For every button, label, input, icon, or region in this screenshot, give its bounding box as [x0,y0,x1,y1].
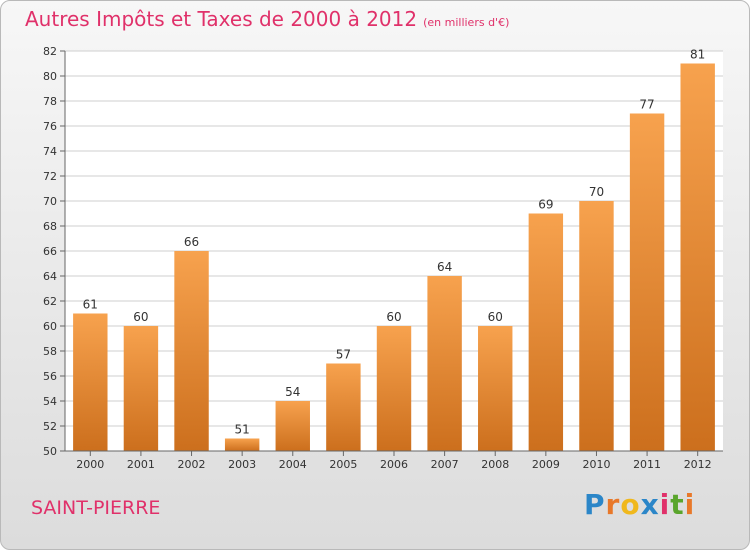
x-tick-label: 2010 [582,458,610,471]
y-tick-label: 76 [43,120,57,133]
logo-letter: i [659,488,671,521]
logo-letter: x [640,488,660,521]
bar-2007 [427,276,462,451]
bar-2010 [579,201,614,451]
bar-2005 [326,363,361,451]
logo-letter: i [684,488,696,521]
data-label: 70 [589,185,604,199]
x-tick-label: 2003 [228,458,256,471]
y-tick-label: 82 [43,45,57,58]
y-tick-label: 80 [43,70,57,83]
data-label: 81 [690,48,705,62]
bar-2009 [528,213,564,451]
data-label: 66 [184,235,199,249]
data-label: 51 [235,423,250,437]
y-tick-label: 64 [43,270,57,283]
y-tick-label: 70 [43,195,57,208]
bar-2001 [123,326,159,451]
y-tick-label: 62 [43,295,57,308]
y-tick-label: 60 [43,320,57,333]
data-label: 69 [538,198,553,212]
x-tick-label: 2009 [532,458,560,471]
x-tick-label: 2005 [329,458,357,471]
data-label: 60 [386,310,401,324]
bar-2011 [629,113,665,451]
data-label: 61 [83,298,98,312]
y-tick-label: 66 [43,245,57,258]
title-text: Autres Impôts et Taxes de 2000 à 2012 [25,7,418,31]
logo-letter: P [584,488,606,521]
chart-title: Autres Impôts et Taxes de 2000 à 2012 (en… [25,7,509,31]
x-tick-label: 2000 [76,458,104,471]
y-tick-label: 52 [43,420,57,433]
bar-2004 [275,401,310,451]
data-label: 60 [488,310,503,324]
bar-2003 [224,438,260,451]
y-tick-label: 50 [43,445,57,458]
x-tick-label: 2011 [633,458,661,471]
logo-letter: r [605,488,621,521]
x-tick-label: 2006 [380,458,408,471]
bar-2008 [478,326,513,451]
y-tick-label: 78 [43,95,57,108]
y-tick-label: 54 [43,395,57,408]
data-label: 60 [133,310,148,324]
bar-2006 [376,326,412,451]
y-tick-label: 58 [43,345,57,358]
data-label: 77 [639,98,654,112]
unit-note: (en milliers d'€) [423,16,510,29]
x-tick-label: 2012 [684,458,712,471]
x-tick-label: 2008 [481,458,509,471]
bar-2002 [174,251,209,451]
location-label: SAINT-PIERRE [31,497,161,519]
data-label: 64 [437,260,452,274]
y-tick-label: 72 [43,170,57,183]
proxiti-logo: Proxiti [584,488,695,521]
logo-letter: t [670,488,685,521]
data-label: 54 [285,385,300,399]
x-tick-label: 2004 [279,458,307,471]
data-label: 57 [336,348,351,362]
logo-letter: o [620,488,641,521]
x-tick-label: 2002 [178,458,206,471]
y-tick-label: 56 [43,370,57,383]
x-tick-label: 2001 [127,458,155,471]
bar-2012 [680,63,715,451]
y-tick-label: 68 [43,220,57,233]
bar-2000 [73,313,108,451]
x-tick-label: 2007 [431,458,459,471]
y-tick-label: 74 [43,145,57,158]
